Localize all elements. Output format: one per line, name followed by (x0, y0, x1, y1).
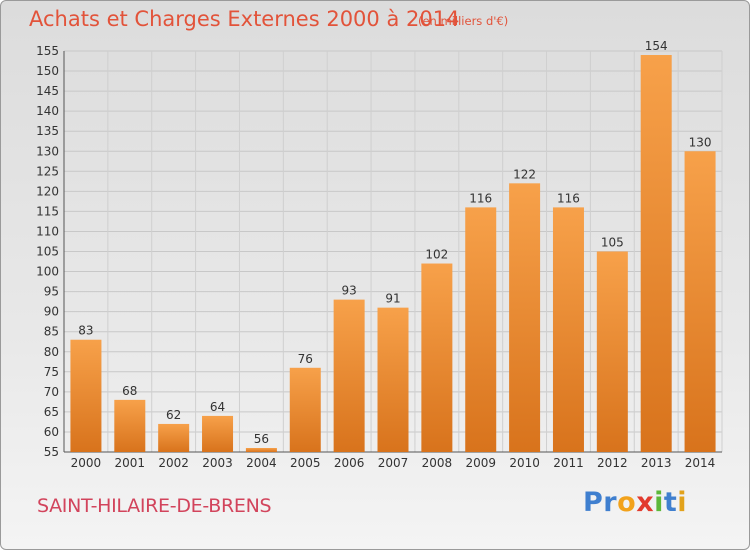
logo-letter: t (663, 487, 678, 518)
logo-letter: i (654, 487, 664, 518)
y-tick-label: 140 (36, 104, 59, 118)
bar-2010 (509, 183, 541, 452)
bar-2001 (114, 399, 146, 452)
logo-letter: o (617, 487, 637, 518)
x-tick-label: 2009 (465, 456, 496, 470)
axes: 55 60 65 70 75 80 85 90 95 100 105 110 115 120 125 130 1… (36, 44, 722, 470)
x-tick-label: 2014 (685, 456, 716, 470)
bar-2014 (684, 151, 716, 452)
y-tick-label: 80 (44, 345, 59, 359)
bar-2008 (421, 263, 453, 452)
y-tick-label: 60 (44, 425, 59, 439)
y-tick-label: 150 (36, 64, 59, 78)
y-tick-label: 155 (36, 44, 59, 58)
x-tick-label: 2007 (378, 456, 409, 470)
x-tick-label: 2010 (509, 456, 540, 470)
bar-2000 (70, 339, 102, 452)
y-tick-label: 110 (36, 224, 59, 238)
bar-value-label: 91 (385, 292, 400, 306)
y-tick-label: 100 (36, 265, 59, 279)
bar-2005 (289, 367, 321, 452)
y-tick-label: 145 (36, 84, 59, 98)
x-tick-label: 2001 (115, 456, 146, 470)
bar-value-label: 105 (601, 236, 624, 250)
bar-value-label: 64 (210, 400, 225, 414)
bars (70, 55, 716, 452)
x-tick-label: 2011 (553, 456, 584, 470)
proxiti-logo[interactable]: Proxiti (583, 487, 687, 518)
bar-value-label: 83 (78, 324, 93, 338)
y-tick-label: 125 (36, 164, 59, 178)
bar-2002 (158, 423, 190, 452)
y-tick-label: 135 (36, 124, 59, 138)
x-tick-label: 2013 (641, 456, 672, 470)
commune-name: SAINT-HILAIRE-DE-BRENS (37, 495, 272, 517)
x-tick-label: 2008 (422, 456, 453, 470)
y-tick-label: 90 (44, 305, 59, 319)
y-tick-label: 75 (44, 365, 59, 379)
data-labels: 83 68 62 64 56 76 93 91 102 116 122 116 105 154 130 (78, 39, 711, 446)
x-tick-label: 2000 (71, 456, 102, 470)
logo-letter: i (677, 487, 688, 518)
x-tick-label: 2006 (334, 456, 365, 470)
bar-value-label: 154 (645, 39, 668, 53)
bar-value-label: 130 (689, 135, 712, 149)
x-tick-label: 2012 (597, 456, 628, 470)
logo-letter: P (583, 487, 604, 518)
y-tick-label: 115 (36, 204, 59, 218)
bar-2012 (596, 251, 628, 452)
y-tick-label: 65 (44, 405, 59, 419)
x-tick-label: 2005 (290, 456, 321, 470)
y-tick-label: 120 (36, 184, 59, 198)
x-tick-label: 2004 (246, 456, 277, 470)
chart-subtitle: (en milliers d'€) (418, 14, 509, 28)
bar-2011 (552, 207, 584, 452)
bar-value-label: 93 (341, 284, 356, 298)
bar-2003 (202, 415, 234, 452)
bar-value-label: 62 (166, 408, 181, 422)
bar-value-label: 68 (122, 384, 137, 398)
bar-value-label: 122 (513, 167, 536, 181)
y-tick-label: 70 (44, 385, 59, 399)
bar-value-label: 116 (469, 191, 492, 205)
bar-2009 (465, 207, 497, 452)
x-tick-label: 2002 (158, 456, 189, 470)
bar-2006 (333, 299, 365, 452)
bar-2013 (640, 55, 672, 452)
chart-title: Achats et Charges Externes 2000 à 2014 (29, 7, 460, 31)
bar-2004 (245, 447, 277, 452)
y-tick-label: 105 (36, 245, 59, 259)
bar-value-label: 56 (254, 432, 269, 446)
y-tick-label: 85 (44, 325, 59, 339)
bar-2007 (377, 307, 409, 452)
bar-value-label: 116 (557, 191, 580, 205)
bar-value-label: 102 (425, 248, 448, 262)
logo-letter: x (636, 487, 655, 518)
x-tick-label: 2003 (202, 456, 233, 470)
y-tick-label: 130 (36, 144, 59, 158)
logo-letter: r (603, 487, 618, 518)
bar-value-label: 76 (298, 352, 313, 366)
y-tick-label: 95 (44, 285, 59, 299)
y-tick-label: 55 (44, 445, 59, 459)
